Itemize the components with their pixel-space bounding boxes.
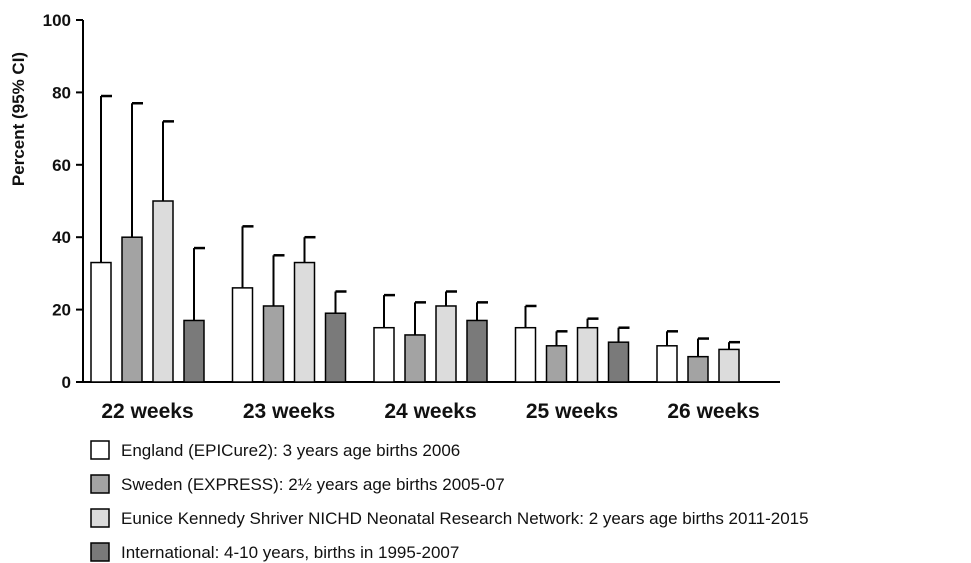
legend-swatch [90,508,110,528]
x-category-label: 23 weeks [243,400,335,423]
bar [514,326,537,383]
legend-label: England (EPICure2): 3 years age births 2… [121,441,460,460]
bar [545,345,568,383]
x-category-label: 25 weeks [526,400,618,423]
y-tick-labels: 0 20 40 60 80 100 [43,11,71,392]
bar [373,326,395,383]
y-tick-label: 60 [52,156,71,175]
bar [231,287,254,383]
legend-label: International: 4-10 years, births in 199… [121,543,459,562]
y-tick-label: 0 [62,373,71,392]
legend-label: Eunice Kennedy Shriver NICHD Neonatal Re… [121,509,809,528]
bar [90,261,112,383]
bar [576,326,599,383]
legend-swatch [90,474,110,494]
bar [293,261,316,383]
legend-item: Eunice Kennedy Shriver NICHD Neonatal Re… [90,508,809,528]
bar [435,305,457,383]
bar [718,348,740,383]
error-bars [100,94,740,357]
x-category-label: 22 weeks [101,400,193,423]
x-category-label: 24 weeks [384,400,476,423]
y-tick-label: 100 [43,11,71,30]
bar [121,236,143,383]
y-tick-label: 40 [52,228,71,247]
x-category-label: 26 weeks [667,400,759,423]
bar [404,334,426,383]
bar [466,319,488,383]
x-category-labels: 22 weeks 23 weeks 24 weeks 25 weeks 26 weeks [101,400,759,423]
bar [183,319,205,383]
y-axis-title: Percent (95% CI) [9,52,28,186]
bar [152,200,174,383]
bar [687,355,709,383]
y-tick-label: 20 [52,301,71,320]
y-tick-label: 80 [52,83,71,102]
bar [656,345,678,383]
bar [262,305,285,383]
legend-item: International: 4-10 years, births in 199… [90,542,459,562]
legend-swatch [90,542,110,562]
bar [607,341,630,383]
legend-swatch [90,440,110,460]
legend-label: Sweden (EXPRESS): 2½ years age births 20… [121,475,505,494]
legend-item: England (EPICure2): 3 years age births 2… [90,440,460,460]
bar [324,312,347,383]
bars [90,200,740,383]
legend: England (EPICure2): 3 years age births 2… [90,440,809,562]
legend-item: Sweden (EXPRESS): 2½ years age births 20… [90,474,505,494]
axes [76,19,780,383]
